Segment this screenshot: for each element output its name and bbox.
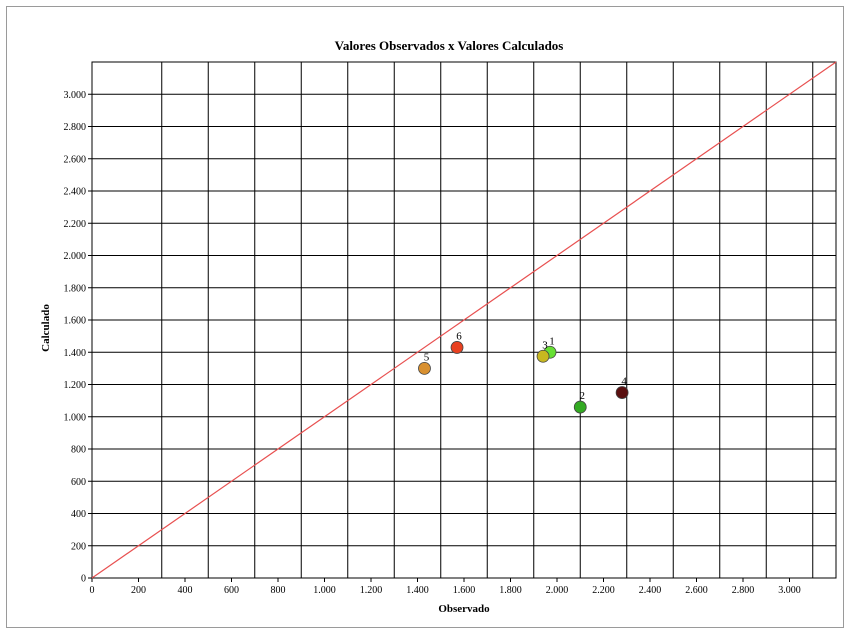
y-tick-label: 400 (71, 509, 86, 520)
y-tick-label: 2.400 (64, 187, 87, 198)
x-axis-ticks: 0 200 400 600 800 1.000 1.200 1.400 1.600 1.800 2.… (90, 578, 801, 596)
data-point-label: 4 (621, 376, 627, 388)
y-tick-label: 1.800 (64, 283, 87, 294)
data-point-marker (615, 386, 629, 399)
data-point-label: 5 (424, 351, 430, 363)
y-tick-label: 2.200 (64, 219, 87, 230)
x-tick-label: 1.600 (453, 585, 476, 596)
y-tick-label: 1.400 (64, 348, 87, 359)
x-tick-label: 2.200 (592, 585, 615, 596)
data-point-marker (536, 349, 550, 363)
x-tick-label: 3.000 (778, 585, 801, 596)
x-tick-label: 400 (178, 585, 193, 596)
y-axis-ticks: 0 200 400 600 800 1.000 1.200 1.400 1.600 1.800 2.… (64, 90, 92, 585)
data-point-marker (573, 400, 587, 414)
y-tick-label: 3.000 (64, 90, 87, 101)
data-point-label: 1 (549, 335, 555, 347)
y-tick-label: 600 (71, 477, 86, 488)
chart-frame: Valores Observados x Valores Calculados … (6, 6, 844, 628)
y-tick-label: 1.200 (64, 380, 87, 391)
y-tick-label: 200 (71, 541, 86, 552)
grid (92, 62, 836, 578)
x-tick-label: 200 (131, 585, 146, 596)
x-tick-label: 0 (90, 585, 95, 596)
x-tick-label: 2.000 (546, 585, 569, 596)
y-tick-label: 1.000 (64, 412, 87, 423)
x-tick-label: 2.800 (732, 585, 755, 596)
chart-title: Valores Observados x Valores Calculados (335, 38, 564, 53)
y-tick-label: 0 (81, 574, 86, 585)
x-tick-label: 2.400 (639, 585, 662, 596)
reference-line-group (91, 61, 837, 579)
scatter-chart: Valores Observados x Valores Calculados … (40, 38, 837, 615)
x-tick-label: 1.200 (360, 585, 383, 596)
x-axis-label: Observado (438, 603, 490, 615)
data-point-marker (418, 361, 431, 375)
x-tick-label: 1.000 (313, 585, 336, 596)
x-tick-label: 1.800 (499, 585, 522, 596)
data-point-label: 6 (456, 330, 462, 342)
y-tick-label: 2.600 (64, 154, 87, 165)
data-point-label: 3 (542, 339, 548, 351)
x-tick-label: 600 (224, 585, 239, 596)
y-tick-label: 2.800 (64, 122, 87, 133)
y-tick-label: 2.000 (64, 251, 87, 262)
data-point-label: 2 (580, 390, 586, 402)
data-points: 1 2 3 4 5 6 (418, 330, 629, 414)
y-tick-label: 800 (71, 445, 86, 456)
data-point-marker (450, 341, 464, 354)
y-tick-label: 1.600 (64, 316, 87, 327)
x-tick-label: 1.400 (406, 585, 429, 596)
y-axis-label: Calculado (40, 304, 52, 352)
x-tick-label: 800 (271, 585, 286, 596)
reference-line (91, 61, 837, 579)
x-tick-label: 2.600 (685, 585, 708, 596)
